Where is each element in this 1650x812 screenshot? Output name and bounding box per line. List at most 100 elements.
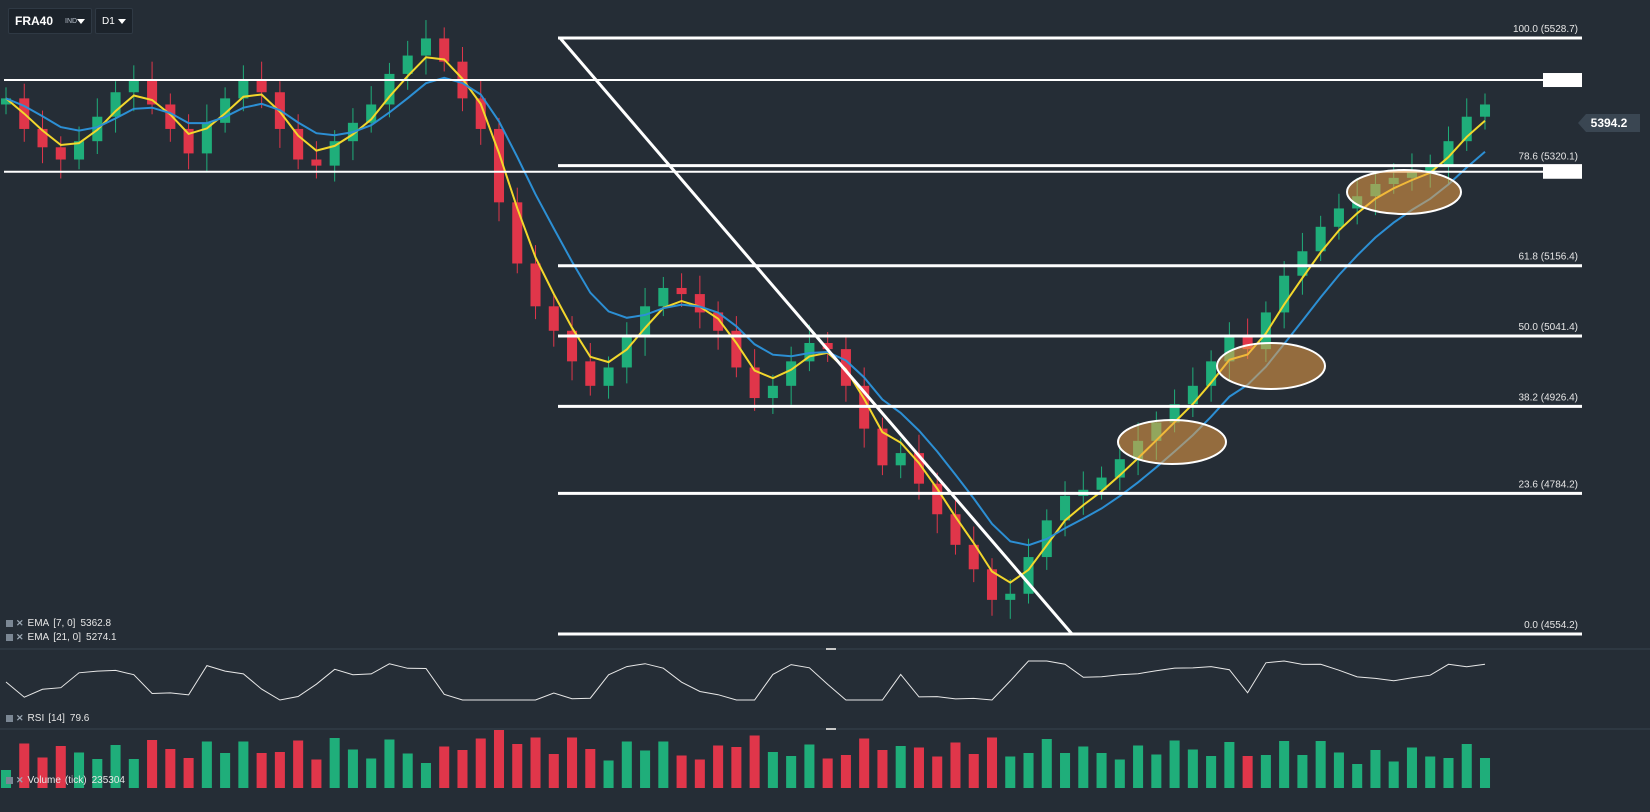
volume-bar <box>694 759 705 788</box>
highlight-zones <box>1117 169 1462 465</box>
indicator-params: (tick) <box>64 775 87 786</box>
candle-body <box>238 80 249 99</box>
candle-body <box>183 128 194 154</box>
chevron-down-icon[interactable] <box>77 18 86 24</box>
volume-bar <box>293 740 304 788</box>
volume-bar <box>1023 753 1034 788</box>
fib-level-label: 38.2 (4926.4) <box>1519 392 1579 403</box>
volume-bar <box>713 745 724 788</box>
indicator-value: 235304 <box>91 775 125 786</box>
symbol-type: IND <box>65 17 78 25</box>
candle-body <box>402 55 413 74</box>
chevron-down-icon[interactable] <box>118 18 126 24</box>
rsi-panel <box>0 648 1650 730</box>
fib-level-label: 23.6 (4784.2) <box>1519 479 1579 490</box>
candle-body <box>731 330 742 368</box>
line-handle[interactable] <box>1543 164 1582 179</box>
volume-bar <box>201 741 212 788</box>
candle-body <box>147 80 158 105</box>
candle-body <box>932 483 943 515</box>
symbol-selector[interactable]: FRA40 IND <box>8 8 92 34</box>
legend-ema21[interactable]: ✕ EMA [21, 0] 5274.1 <box>6 632 117 643</box>
volume-bar <box>74 752 85 788</box>
volume-bar <box>256 753 267 788</box>
volume-bar <box>1005 756 1016 788</box>
volume-bar <box>384 739 395 788</box>
volume-bar <box>220 753 231 788</box>
close-icon[interactable]: ✕ <box>16 775 24 785</box>
volume-bar <box>822 758 833 788</box>
candle-body <box>1279 275 1290 313</box>
candle-body <box>128 80 139 93</box>
candle-body <box>311 159 322 166</box>
volume-bar <box>1443 758 1454 788</box>
volume-bar <box>986 737 998 788</box>
indicator-value: 79.6 <box>69 713 90 724</box>
legend-volume[interactable]: ✕ Volume (tick) 235304 <box>6 775 125 786</box>
candle-body <box>1224 336 1235 362</box>
settings-icon[interactable] <box>6 715 13 722</box>
indicator-value: 5274.1 <box>86 632 117 643</box>
highlight-ellipse <box>1216 342 1326 390</box>
candle-body <box>1060 495 1071 521</box>
volume-bar <box>749 735 760 788</box>
volume-bar <box>147 740 158 788</box>
candle-body <box>822 343 833 350</box>
indicator-value: 5362.8 <box>80 618 112 629</box>
volume-bar <box>1151 754 1162 788</box>
volume-bar <box>475 738 486 788</box>
volume-bar <box>1224 742 1235 788</box>
candle-body <box>676 287 687 295</box>
fibonacci-retracement[interactable]: 100.0 (5528.7) 78.6 (5320.1) 61.8 (5156.4)… <box>558 24 1582 636</box>
candle-body <box>256 80 267 93</box>
current-price-tag: 5394.2 <box>1578 114 1640 132</box>
candle-body <box>55 147 66 160</box>
indicator-params: [14] <box>48 713 65 724</box>
volume-bar <box>840 755 851 788</box>
candle-body <box>1443 141 1454 166</box>
volume-bar <box>1169 740 1180 788</box>
volume-bar <box>110 745 121 788</box>
volume-bar <box>1133 745 1144 788</box>
close-icon[interactable]: ✕ <box>16 713 24 723</box>
settings-icon[interactable] <box>6 620 13 627</box>
candle-body <box>1206 361 1217 386</box>
close-icon[interactable]: ✕ <box>16 618 24 628</box>
candle-body <box>493 128 505 203</box>
volume-bar <box>767 752 778 788</box>
volume-bar <box>877 750 888 788</box>
volume-bar <box>1078 746 1089 788</box>
volume-bar <box>968 754 979 788</box>
volume-bar <box>530 737 541 788</box>
volume-bar <box>165 749 176 788</box>
candle-body <box>201 122 212 154</box>
volume-bar <box>859 738 870 788</box>
candle-body <box>1260 312 1271 350</box>
candle-body <box>786 361 797 386</box>
trendline-line[interactable] <box>558 37 1074 635</box>
volume-bar <box>603 760 614 788</box>
volume-bar <box>676 755 687 788</box>
indicator-name: EMA <box>27 632 50 643</box>
fib-level-label: 61.8 (5156.4) <box>1519 252 1579 263</box>
candle-body <box>0 98 12 105</box>
trendline[interactable] <box>558 37 1074 635</box>
legend-rsi[interactable]: ✕ RSI [14] 79.6 <box>6 713 89 724</box>
close-icon[interactable]: ✕ <box>16 632 24 642</box>
candles-layer <box>0 20 1491 619</box>
candle-body <box>1425 165 1436 172</box>
settings-icon[interactable] <box>6 777 13 784</box>
line-handle[interactable] <box>1543 73 1582 88</box>
volume-bar <box>55 746 66 788</box>
timeframe-selector[interactable]: D1 <box>95 8 133 34</box>
volume-bar <box>548 754 559 788</box>
support-resistance-lines[interactable] <box>4 73 1582 179</box>
volume-bar <box>1461 744 1472 788</box>
candle-body <box>1169 404 1180 423</box>
legend-ema7[interactable]: ✕ EMA [7, 0] 5362.8 <box>6 618 111 629</box>
candle-body <box>530 263 541 307</box>
volume-bar <box>347 749 358 788</box>
settings-icon[interactable] <box>6 634 13 641</box>
candle-body <box>694 294 705 313</box>
